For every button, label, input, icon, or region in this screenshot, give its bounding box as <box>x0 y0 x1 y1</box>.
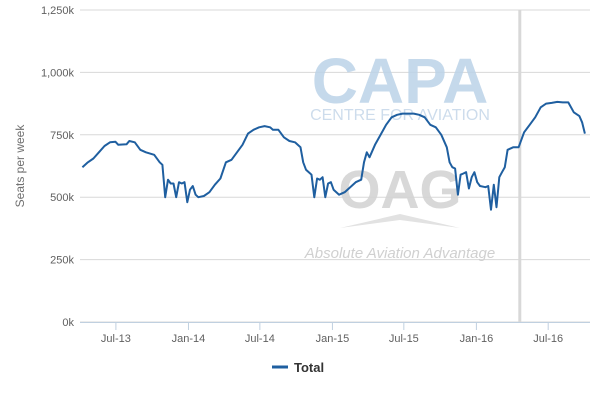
legend[interactable]: Total <box>272 360 324 375</box>
watermark-capa-logo: CAPA <box>312 45 489 117</box>
watermark-oag-swoosh <box>340 214 460 228</box>
legend-label-total[interactable]: Total <box>294 360 324 375</box>
watermark-tagline: Absolute Aviation Advantage <box>304 245 495 262</box>
x-tick-label: Jan-15 <box>316 333 350 345</box>
y-tick-label: 500k <box>50 192 74 204</box>
y-tick-label: 1,000k <box>41 67 75 79</box>
y-axis-title: Seats per week <box>13 124 27 208</box>
y-tick-label: 1,250k <box>41 5 75 17</box>
watermark-capa-subtitle: CENTRE FOR AVIATION <box>310 107 490 124</box>
y-axis-ticks: 0k 250k 500k 750k 1,000k 1,250k <box>41 5 75 329</box>
x-tick-label: Jul-16 <box>533 333 563 345</box>
x-tick-label: Jan-16 <box>460 333 494 345</box>
x-axis-ticks: Jul-13 Jan-14 Jul-14 Jan-15 Jul-15 Jan-16 Jul-… <box>101 322 563 345</box>
x-tick-label: Jul-14 <box>245 333 275 345</box>
x-tick-label: Jul-15 <box>389 333 419 345</box>
y-tick-label: 0k <box>62 317 74 329</box>
x-tick-label: Jan-14 <box>172 333 206 345</box>
y-tick-label: 250k <box>50 255 74 267</box>
series-line-total <box>81 100 586 211</box>
watermark-oag-logo: OAG <box>338 160 461 220</box>
watermark: CAPA CENTRE FOR AVIATION OAG Absolute Av… <box>304 45 495 262</box>
y-tick-label: 750k <box>50 130 74 142</box>
x-tick-label: Jul-13 <box>101 333 131 345</box>
